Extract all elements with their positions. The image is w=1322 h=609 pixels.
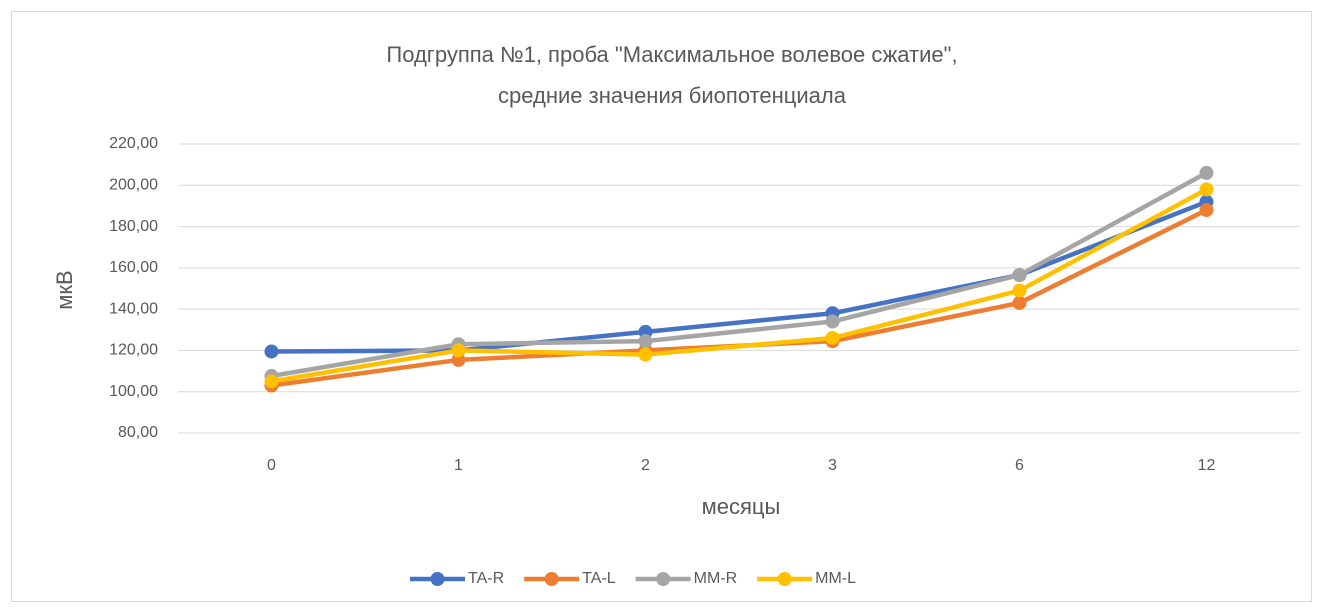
x-tick-label: 12 bbox=[1198, 457, 1216, 474]
y-tick-label: 140,00 bbox=[109, 300, 158, 317]
data-point bbox=[1199, 203, 1214, 218]
data-point bbox=[1012, 295, 1027, 310]
x-tick-label: 6 bbox=[1015, 457, 1024, 474]
data-point bbox=[1199, 165, 1214, 180]
chart-border bbox=[11, 11, 1312, 602]
legend-label: TA-L bbox=[582, 570, 616, 587]
data-point bbox=[825, 331, 840, 346]
legend-marker bbox=[430, 572, 445, 586]
legend-marker bbox=[777, 572, 792, 586]
data-point bbox=[451, 343, 466, 358]
legend-marker bbox=[544, 572, 559, 586]
y-tick-label: 200,00 bbox=[109, 177, 158, 194]
y-tick-label: 220,00 bbox=[109, 135, 158, 152]
legend-marker bbox=[656, 572, 671, 586]
y-tick-label: 100,00 bbox=[109, 383, 158, 400]
data-point bbox=[1012, 283, 1027, 298]
data-point bbox=[1012, 268, 1027, 283]
legend-label: MM-L bbox=[815, 570, 856, 587]
y-axis-label: мкВ bbox=[52, 270, 77, 309]
data-point bbox=[638, 334, 653, 349]
x-tick-label: 1 bbox=[454, 457, 463, 474]
x-tick-label: 3 bbox=[828, 457, 837, 474]
y-tick-label: 120,00 bbox=[109, 342, 158, 359]
y-tick-label: 180,00 bbox=[109, 218, 158, 235]
data-point bbox=[264, 344, 279, 359]
data-point bbox=[638, 347, 653, 362]
data-point bbox=[825, 314, 840, 329]
chart-title: Подгруппа №1, проба "Максимальное волево… bbox=[386, 42, 957, 67]
legend-label: TA-R bbox=[468, 570, 504, 587]
y-tick-label: 80,00 bbox=[118, 424, 158, 441]
series-line bbox=[269, 170, 1209, 379]
x-tick-label: 0 bbox=[267, 457, 276, 474]
data-point bbox=[264, 374, 279, 389]
legend-label: MM-R bbox=[694, 570, 738, 587]
data-point bbox=[1199, 182, 1214, 197]
series-line bbox=[269, 187, 1209, 384]
chart-title: средние значения биопотенциала bbox=[498, 83, 847, 108]
y-tick-label: 160,00 bbox=[109, 259, 158, 276]
x-axis-label: месяцы bbox=[702, 494, 781, 519]
x-tick-label: 2 bbox=[641, 457, 650, 474]
